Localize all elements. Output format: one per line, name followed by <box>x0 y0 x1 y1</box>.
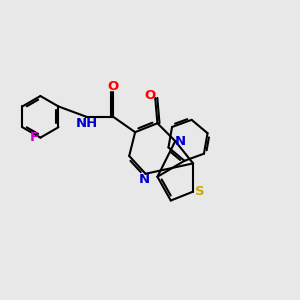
Text: S: S <box>195 185 204 198</box>
Text: O: O <box>108 80 119 93</box>
Text: N: N <box>139 172 150 186</box>
Text: N: N <box>175 135 186 148</box>
Text: F: F <box>29 131 38 144</box>
Text: NH: NH <box>75 117 98 130</box>
Text: O: O <box>144 88 155 102</box>
